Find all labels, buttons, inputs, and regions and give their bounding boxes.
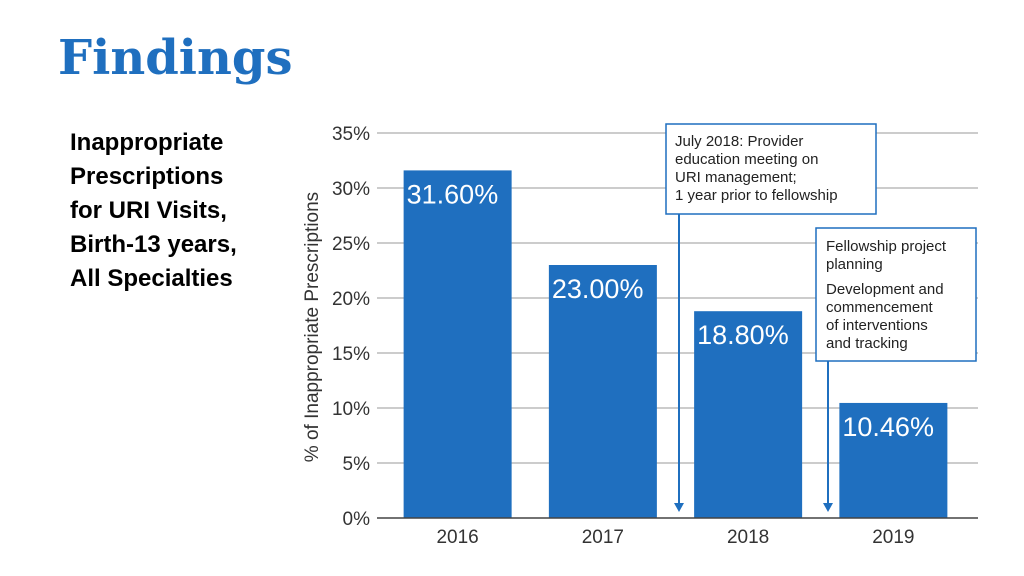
annotation-text: of interventions [826, 317, 928, 334]
subtitle-line: for URI Visits, [70, 197, 227, 224]
y-tick-label: 30% [332, 179, 370, 200]
annotation-text: education meeting on [675, 151, 818, 168]
annotation-text: URI management; [675, 169, 797, 186]
subtitle-line: Birth-13 years, [70, 231, 237, 258]
bar-2018 [694, 311, 803, 518]
x-tick-label: 2019 [872, 527, 914, 548]
annotation-box [815, 227, 977, 362]
y-tick-label: 10% [332, 399, 370, 420]
annotation-text: and tracking [826, 335, 908, 352]
subtitle-line: Inappropriate [70, 129, 224, 156]
bar-data-label: 31.60% [407, 179, 499, 209]
annotation-text: Development and [826, 281, 944, 298]
x-tick-label: 2018 [727, 527, 769, 548]
x-tick-label: 2016 [436, 527, 478, 548]
annotation-text: 1 year prior to fellowship [675, 187, 838, 204]
bars [403, 170, 948, 518]
bar-2016 [403, 170, 512, 518]
y-tick-label: 15% [332, 344, 370, 365]
x-tick-labels: 2016 2017 2018 2019 [436, 527, 914, 548]
bar-data-label: 10.46% [842, 412, 934, 442]
annotation-text: planning [826, 256, 883, 273]
y-axis-label: % of Inappropriate Prescriptions [302, 192, 323, 462]
annotation-text: Fellowship project [826, 238, 947, 255]
y-tick-label: 0% [343, 509, 371, 530]
bar-2017 [548, 265, 657, 518]
annotation-arrowhead [674, 503, 684, 512]
annotation-july-2018: July 2018: Provider education meeting on… [665, 123, 877, 512]
chart-subtitle: Inappropriate Prescriptions for URI Visi… [70, 126, 285, 296]
y-tick-label: 35% [332, 124, 370, 145]
annotation-text: commencement [826, 299, 934, 316]
page-title: Findings [58, 30, 293, 86]
y-tick-labels: 0% 5% 10% 15% 20% 25% 30% 35% [332, 124, 370, 530]
x-tick-label: 2017 [582, 527, 624, 548]
subtitle-line: Prescriptions [70, 163, 224, 190]
bar-data-labels: 31.60% 23.00% 18.80% 10.46% [407, 179, 934, 442]
bar-2019 [839, 402, 948, 518]
y-tick-label: 5% [343, 454, 371, 475]
y-tick-label: 20% [332, 289, 370, 310]
annotation-box [665, 123, 877, 215]
annotation-arrowhead [823, 503, 833, 512]
bar-data-label: 23.00% [552, 274, 644, 304]
subtitle-line: All Specialties [70, 265, 233, 292]
y-tick-label: 25% [332, 234, 370, 255]
annotation-text: July 2018: Provider [675, 133, 803, 150]
bar-data-label: 18.80% [697, 320, 789, 350]
annotation-fellowship: Fellowship project planning Development … [815, 227, 977, 512]
